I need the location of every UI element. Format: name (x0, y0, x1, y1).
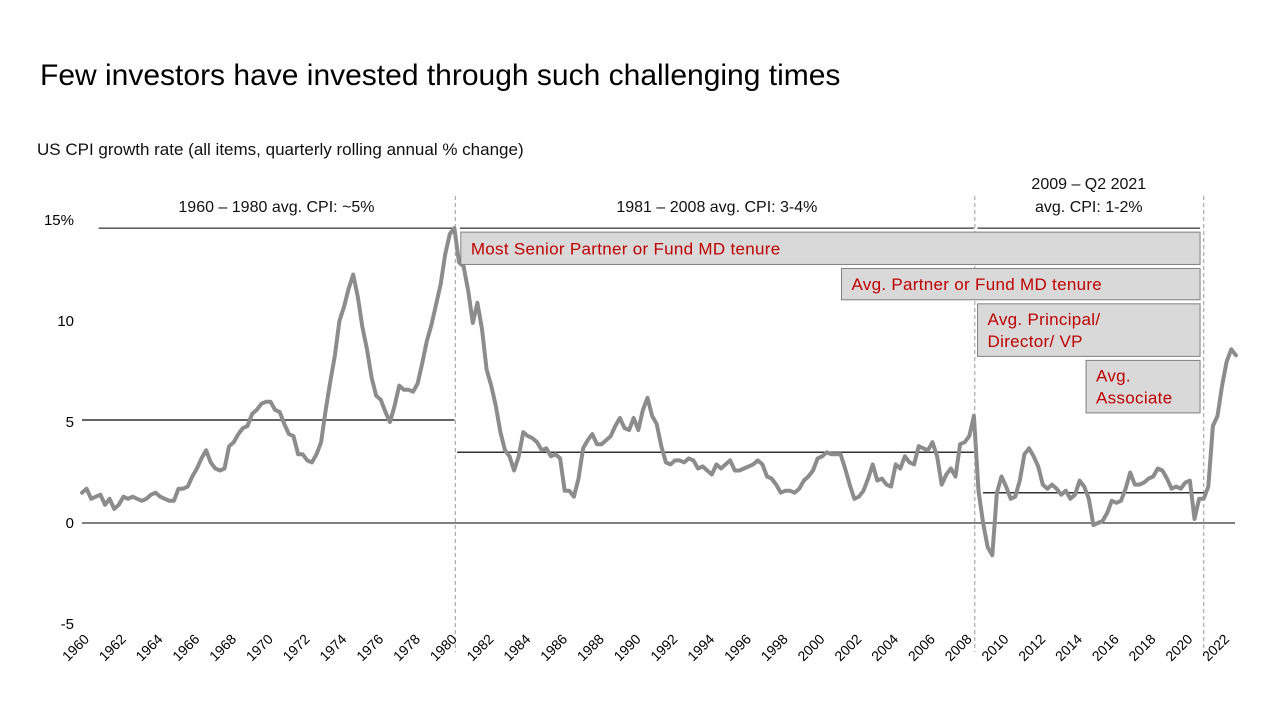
x-tick-label: 1986 (537, 631, 570, 664)
x-tick-label: 1990 (610, 631, 643, 664)
cpi-line (80, 226, 1238, 558)
y-tick-label: -5 (61, 616, 74, 633)
x-tick-label: 1964 (132, 631, 165, 664)
tenure-bar-box (977, 303, 1201, 357)
x-tick-label: 1978 (390, 631, 423, 664)
x-tick-label: 1984 (500, 631, 533, 664)
period-label: 2009 – Q2 2021 (1031, 176, 1146, 193)
x-tick-label: 2020 (1162, 631, 1195, 664)
tenure-bar-label: Avg. (1096, 367, 1131, 386)
x-tick-label: 1968 (206, 631, 239, 664)
x-tick-label: 2014 (1052, 631, 1085, 664)
x-axis-ticks: 1960 1962 1964 1966 1968 1970 1972 1974 1976 1978… (59, 631, 1233, 664)
period-label: 1960 – 1980 avg. CPI: ~5% (178, 199, 374, 216)
y-tick-label: 5 (66, 414, 74, 431)
x-tick-label: 1972 (279, 631, 312, 664)
x-tick-label: 1970 (243, 631, 276, 664)
x-tick-label: 1994 (684, 631, 717, 664)
x-tick-label: 2002 (831, 631, 864, 664)
y-axis-ticks: 15% 10 5 0 -5 (44, 212, 74, 633)
cpi-series (80, 226, 1238, 558)
x-tick-label: 2016 (1089, 631, 1122, 664)
y-tick-label: 0 (66, 515, 74, 532)
tenure-bar: Avg. Partner or Fund MD tenure (840, 267, 1201, 301)
tenure-bar-box (840, 267, 1201, 301)
x-tick-label: 2012 (1015, 631, 1048, 664)
y-tick-label: 15% (44, 212, 74, 229)
tenure-bar: Avg. Principal/Director/ VP (977, 303, 1201, 357)
chart-subtitle: US CPI growth rate (all items, quarterly… (37, 140, 524, 159)
x-tick-label: 2006 (905, 631, 938, 664)
tenure-bar: Avg. Associate (1085, 359, 1201, 414)
x-tick-label: 1974 (316, 631, 349, 664)
tenure-bar-label: Avg. Partner or Fund MD tenure (851, 275, 1102, 294)
tenure-bar-label: Associate (1096, 389, 1172, 408)
tenure-bar-label: Most Senior Partner or Fund MD tenure (471, 239, 781, 258)
tenure-bar-label: Director/ VP (988, 332, 1083, 351)
tenure-bars: Most Senior Partner or Fund MD tenure Avg… (460, 231, 1201, 414)
y-tick-label: 10 (57, 313, 74, 330)
x-tick-label: 2008 (941, 631, 974, 664)
period-labels: 1960 – 1980 avg. CPI: ~5% 1981 – 2008 avg… (178, 176, 1146, 216)
x-tick-label: 2022 (1199, 631, 1232, 664)
tenure-bar-box (1085, 359, 1201, 414)
x-tick-label: 1992 (647, 631, 680, 664)
tenure-bar-label: Avg. Principal/ (988, 310, 1101, 329)
x-tick-label: 2010 (978, 631, 1011, 664)
period-label: avg. CPI: 1-2% (1035, 199, 1143, 216)
x-tick-label: 1976 (353, 631, 386, 664)
x-tick-label: 1962 (96, 631, 129, 664)
x-tick-label: 1960 (59, 631, 92, 664)
period-label: 1981 – 2008 avg. CPI: 3-4% (616, 199, 817, 216)
x-tick-label: 1996 (721, 631, 754, 664)
x-tick-label: 1966 (169, 631, 202, 664)
x-tick-label: 2000 (794, 631, 827, 664)
x-tick-label: 1982 (463, 631, 496, 664)
x-tick-label: 2004 (868, 631, 901, 664)
x-tick-label: 1988 (574, 631, 607, 664)
x-tick-label: 2018 (1125, 631, 1158, 664)
x-tick-label: 1998 (758, 631, 791, 664)
tenure-bar: Most Senior Partner or Fund MD tenure (460, 231, 1201, 265)
slide-title: Few investors have invested through such… (40, 59, 840, 92)
tenure-bar-box (460, 231, 1201, 265)
